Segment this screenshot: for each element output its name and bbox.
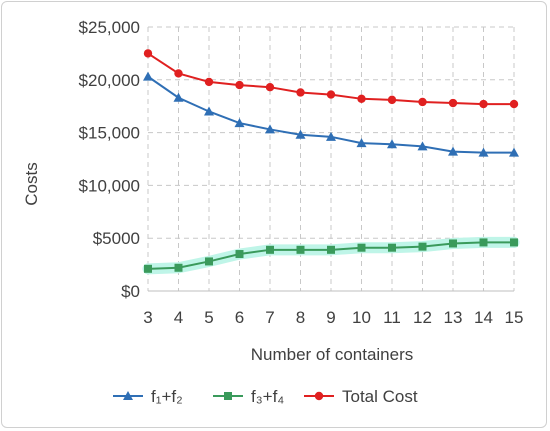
y-tick-label: $0 xyxy=(121,282,140,301)
legend-marker xyxy=(314,391,324,401)
x-tick-label: 4 xyxy=(174,308,183,327)
x-tick-label: 15 xyxy=(505,308,524,327)
data-point xyxy=(174,69,183,78)
x-tick-label: 6 xyxy=(235,308,244,327)
data-point xyxy=(356,138,367,148)
data-point xyxy=(326,131,336,141)
legend-marker xyxy=(123,391,133,400)
data-point xyxy=(357,243,366,252)
data-point xyxy=(418,97,427,107)
legend-label: f₃+f₄ xyxy=(251,387,284,406)
y-tick-label: $10,000 xyxy=(79,176,140,195)
y-tick-labels: $0 $5000 $10,000 $15,000 $20,000 $25,000 xyxy=(79,18,140,301)
y-axis-title: Costs xyxy=(22,162,41,205)
x-tick-label: 9 xyxy=(326,308,335,327)
data-point xyxy=(448,146,458,156)
data-point xyxy=(357,94,366,104)
legend-item: f₃+f₄ xyxy=(213,387,284,406)
data-point xyxy=(387,139,397,149)
x-tick-label: 12 xyxy=(413,308,432,327)
data-point xyxy=(204,106,214,116)
legend-item: f₁+f₂ xyxy=(113,387,183,406)
data-point xyxy=(173,92,184,102)
data-point xyxy=(479,238,488,247)
data-point xyxy=(448,98,458,108)
x-tick-label: 11 xyxy=(383,308,401,327)
data-point xyxy=(479,99,488,109)
data-point xyxy=(235,80,244,90)
data-point xyxy=(326,90,336,99)
legend-label: f₁+f₂ xyxy=(151,387,183,406)
series-2 xyxy=(144,238,518,273)
y-tick-label: $15,000 xyxy=(79,124,140,143)
data-point xyxy=(234,118,245,128)
y-tick-label: $25,000 xyxy=(79,18,140,37)
data-point xyxy=(143,49,153,58)
x-tick-label: 8 xyxy=(296,308,305,327)
data-point xyxy=(387,95,397,105)
data-point xyxy=(265,124,275,134)
series-3 xyxy=(143,49,519,109)
data-point xyxy=(174,263,183,272)
x-tick-label: 3 xyxy=(143,308,152,327)
data-point xyxy=(327,245,335,254)
x-tick-label: 14 xyxy=(474,308,493,327)
data-point xyxy=(204,77,214,87)
data-point xyxy=(235,250,244,259)
y-tick-label: $5000 xyxy=(93,229,140,248)
x-tick-label: 13 xyxy=(444,308,463,327)
data-point xyxy=(265,82,275,92)
data-point xyxy=(295,129,306,139)
x-tick-labels: 3 4 5 6 7 8 9 10 11 12 13 14 15 xyxy=(143,308,523,327)
series-1 xyxy=(143,71,519,157)
data-point xyxy=(144,264,152,273)
data-point xyxy=(417,141,428,151)
legend-label: Total Cost xyxy=(342,387,418,406)
data-point xyxy=(296,245,305,254)
legend: f₁+f₂ f₃+f₄ Total Cost xyxy=(113,387,418,406)
data-point xyxy=(510,238,518,247)
series-line xyxy=(147,75,514,154)
data-point xyxy=(509,147,519,157)
data-point xyxy=(509,99,519,109)
data-point xyxy=(266,245,274,254)
y-tick-label: $20,000 xyxy=(79,71,140,90)
legend-item: Total Cost xyxy=(304,387,418,406)
x-tick-label: 7 xyxy=(265,308,274,327)
data-point xyxy=(205,257,213,266)
data-point xyxy=(449,239,457,248)
x-axis-title: Number of containers xyxy=(251,345,414,364)
data-point xyxy=(478,147,489,157)
legend-marker xyxy=(224,392,232,400)
x-tick-label: 10 xyxy=(352,308,371,327)
data-point xyxy=(418,242,427,251)
data-point xyxy=(296,88,305,97)
data-point xyxy=(388,243,396,252)
x-tick-label: 5 xyxy=(204,308,213,327)
data-point xyxy=(143,71,153,81)
series-group xyxy=(143,49,519,273)
